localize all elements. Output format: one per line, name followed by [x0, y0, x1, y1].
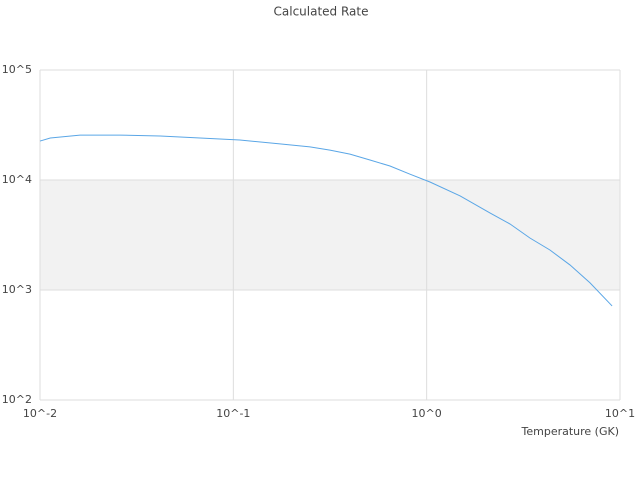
x-tick-label: 10^1	[605, 407, 635, 420]
chart-title: Calculated Rate	[274, 5, 369, 19]
x-tick-label: 10^-2	[23, 407, 57, 420]
y-tick-label: 10^5	[2, 63, 32, 76]
x-axis-label: Temperature (GK)	[521, 425, 620, 438]
data-line	[39, 134, 613, 307]
x-tick-label: 10^-1	[216, 407, 250, 420]
y-tick-label: 10^3	[2, 283, 32, 296]
y-tick-label: 10^4	[2, 173, 32, 186]
x-tick-label: 10^0	[412, 407, 442, 420]
plot-band	[40, 180, 620, 290]
y-tick-label: 10^2	[2, 393, 32, 406]
